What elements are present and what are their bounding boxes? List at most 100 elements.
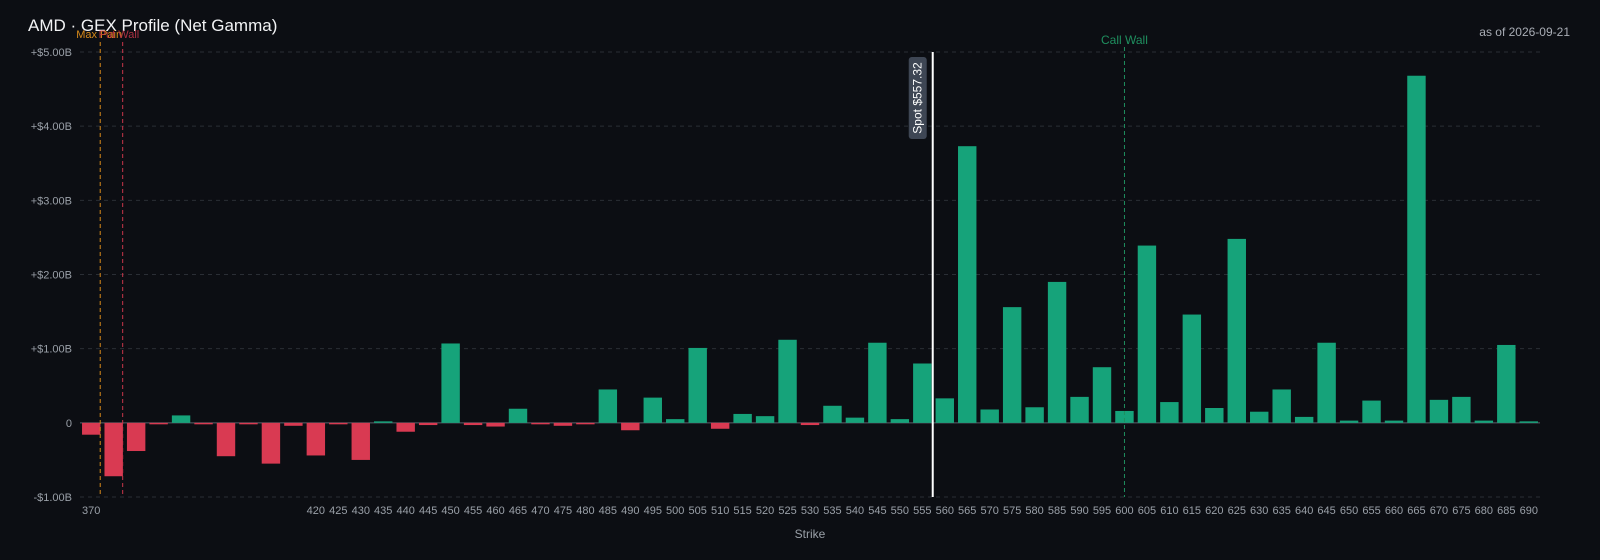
x-tick-label: 655 xyxy=(1362,505,1380,517)
x-tick-label: 615 xyxy=(1183,505,1201,517)
bar-410 xyxy=(261,422,281,464)
x-tick-label: 665 xyxy=(1407,505,1425,517)
y-tick-label: -$1.00B xyxy=(33,492,72,504)
bar-680 xyxy=(1474,420,1494,423)
x-tick-label: 500 xyxy=(666,505,684,517)
x-tick-label: 540 xyxy=(846,505,864,517)
bar-620 xyxy=(1205,408,1224,423)
bar-500 xyxy=(666,419,685,423)
x-tick-label: 545 xyxy=(868,505,886,517)
bar-515 xyxy=(733,413,752,423)
x-tick-label: 605 xyxy=(1138,505,1156,517)
x-tick-label: 580 xyxy=(1025,505,1043,517)
x-tick-label: 660 xyxy=(1385,505,1403,517)
bar-615 xyxy=(1182,314,1202,423)
bar-685 xyxy=(1497,344,1516,423)
x-tick-label: 565 xyxy=(958,505,976,517)
x-tick-label: 420 xyxy=(307,505,325,517)
x-tick-label: 555 xyxy=(913,505,931,517)
x-tick-label: 475 xyxy=(554,505,572,517)
bar-590 xyxy=(1070,396,1089,423)
bar-385 xyxy=(149,422,168,425)
bar-635 xyxy=(1272,389,1291,423)
x-tick-label: 645 xyxy=(1317,505,1335,517)
bar-370 xyxy=(82,422,101,435)
bar-565 xyxy=(958,146,977,423)
bar-690 xyxy=(1519,421,1538,423)
bar-470 xyxy=(531,422,550,425)
bar-600 xyxy=(1115,410,1134,423)
x-tick-label: 595 xyxy=(1093,505,1111,517)
x-tick-label: 425 xyxy=(329,505,347,517)
bar-430 xyxy=(351,422,370,460)
x-tick-label: 505 xyxy=(689,505,707,517)
bar-625 xyxy=(1227,238,1246,423)
x-tick-label: 465 xyxy=(509,505,527,517)
chart-title: AMD · GEX Profile (Net Gamma) xyxy=(28,16,278,35)
bar-575 xyxy=(1002,307,1022,423)
y-tick-label: +$2.00B xyxy=(31,270,72,282)
x-tick-label: 585 xyxy=(1048,505,1066,517)
y-tick-label: +$4.00B xyxy=(31,121,72,133)
x-tick-label: 675 xyxy=(1452,505,1470,517)
x-tick-label: 450 xyxy=(441,505,459,517)
y-tick-label: +$1.00B xyxy=(31,344,72,356)
x-tick-label: 455 xyxy=(464,505,482,517)
bar-400 xyxy=(216,422,236,457)
x-tick-label: 625 xyxy=(1228,505,1246,517)
max-pain-label: Max Pain xyxy=(76,29,122,41)
bar-545 xyxy=(868,342,887,423)
bar-650 xyxy=(1339,420,1359,423)
bar-405 xyxy=(239,422,258,425)
x-tick-label: 610 xyxy=(1160,505,1178,517)
bar-455 xyxy=(463,422,483,426)
x-tick-label: 570 xyxy=(981,505,999,517)
bar-450 xyxy=(441,343,460,423)
x-tick-label: 520 xyxy=(756,505,774,517)
bar-660 xyxy=(1384,420,1404,423)
as-of-date: as of 2026-09-21 xyxy=(1479,25,1570,39)
x-tick-label: 495 xyxy=(644,505,662,517)
x-tick-label: 530 xyxy=(801,505,819,517)
bar-580 xyxy=(1025,407,1044,423)
x-tick-label: 370 xyxy=(82,505,100,517)
bar-440 xyxy=(396,422,415,432)
bar-670 xyxy=(1429,399,1449,423)
bar-630 xyxy=(1250,411,1269,423)
bar-560 xyxy=(935,398,954,423)
x-axis-title: Strike xyxy=(795,527,826,541)
bar-555 xyxy=(913,363,932,423)
x-tick-label: 485 xyxy=(599,505,617,517)
x-tick-label: 690 xyxy=(1520,505,1538,517)
x-tick-label: 685 xyxy=(1497,505,1515,517)
bar-375 xyxy=(104,422,123,477)
x-tick-label: 590 xyxy=(1070,505,1088,517)
x-tick-label: 550 xyxy=(891,505,909,517)
bar-415 xyxy=(284,422,303,426)
x-tick-label: 640 xyxy=(1295,505,1313,517)
x-tick-label: 650 xyxy=(1340,505,1358,517)
x-tick-label: 440 xyxy=(397,505,415,517)
bar-485 xyxy=(598,389,618,423)
x-tick-label: 535 xyxy=(823,505,841,517)
bar-665 xyxy=(1407,75,1426,423)
bar-610 xyxy=(1160,402,1179,423)
bar-490 xyxy=(621,422,640,431)
x-tick-label: 515 xyxy=(733,505,751,517)
bar-390 xyxy=(171,415,191,423)
bar-510 xyxy=(710,422,730,429)
bar-475 xyxy=(553,422,573,426)
x-tick-label: 630 xyxy=(1250,505,1268,517)
bar-445 xyxy=(418,422,438,426)
y-tick-label: 0 xyxy=(66,418,72,430)
put-wall-label: Put Wall xyxy=(99,29,140,41)
bar-595 xyxy=(1092,367,1112,423)
bar-465 xyxy=(508,408,528,423)
bar-645 xyxy=(1317,342,1336,423)
y-tick-label: +$5.00B xyxy=(31,47,72,59)
x-tick-label: 620 xyxy=(1205,505,1223,517)
x-tick-label: 635 xyxy=(1273,505,1291,517)
bar-535 xyxy=(823,405,842,423)
spot-badge xyxy=(908,57,927,139)
bar-675 xyxy=(1452,396,1471,423)
